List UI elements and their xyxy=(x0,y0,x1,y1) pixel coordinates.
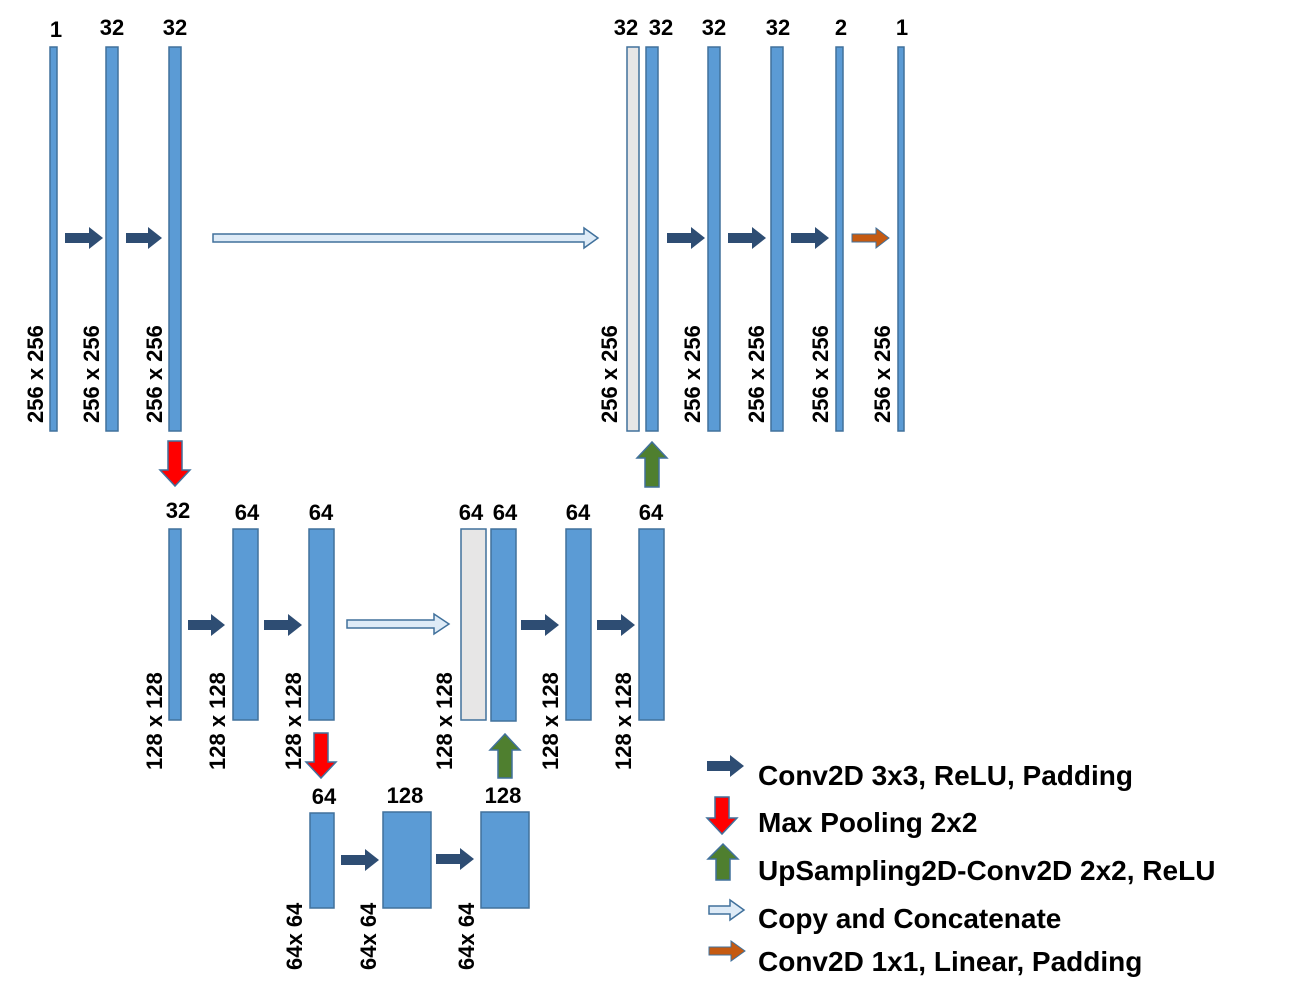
conv-arrow xyxy=(521,614,559,636)
legend-upsample-label: UpSampling2D-Conv2D 2x2, ReLU xyxy=(758,855,1215,886)
feature-map-bottleneck-a xyxy=(382,811,432,909)
feature-map-pool1 xyxy=(168,528,182,721)
feature-map-pool2 xyxy=(309,812,335,909)
feature-map-dec1c xyxy=(835,46,844,432)
upsample-arrow xyxy=(635,440,669,488)
feature-map-dec2b xyxy=(638,528,665,721)
size-label: 256 x 256 xyxy=(744,325,769,423)
legend-copy-arrow xyxy=(708,898,746,922)
conv-arrow xyxy=(667,227,705,249)
legend-linear-arrow xyxy=(708,940,746,962)
feature-map-input xyxy=(49,46,58,432)
channel-label: 32 xyxy=(702,15,726,40)
channel-label: 1 xyxy=(896,15,908,40)
linear-arrow xyxy=(851,226,890,250)
level1-encoder xyxy=(49,46,182,432)
conv-arrow xyxy=(264,614,302,636)
conv-arrow xyxy=(188,614,225,636)
channel-label: 2 xyxy=(835,15,847,40)
conv-arrow xyxy=(597,614,635,636)
level3-channel-labels: 64 128 128 xyxy=(312,783,522,809)
level3-arrows xyxy=(341,848,474,871)
channel-label: 64 xyxy=(312,784,337,809)
level1-channel-labels: 1 32 32 32 32 32 32 2 1 xyxy=(50,15,908,42)
upsample-arrow xyxy=(488,732,522,779)
level1-arrows xyxy=(65,226,890,250)
size-label: 64x 64 xyxy=(282,902,307,970)
level2-size-labels: 128 x 128 128 x 128 128 x 128 128 x 128 … xyxy=(142,672,636,770)
size-label: 64x 64 xyxy=(356,902,381,970)
channel-label: 128 xyxy=(485,783,522,808)
size-label: 128 x 128 xyxy=(205,672,230,770)
size-label: 128 x 128 xyxy=(611,672,636,770)
copied-map-level1 xyxy=(626,46,640,432)
feature-map-dec1a xyxy=(707,46,721,432)
size-label: 256 x 256 xyxy=(808,325,833,423)
feature-map-dec1b xyxy=(770,46,784,432)
conv-arrow xyxy=(728,227,766,249)
level1-decoder xyxy=(626,46,905,432)
channel-label: 1 xyxy=(50,17,62,42)
channel-label: 64 xyxy=(235,500,260,525)
legend: Conv2D 3x3, ReLU, Padding Max Pooling 2x… xyxy=(705,755,1215,977)
size-label: 128 x 128 xyxy=(538,672,563,770)
size-label: 256 x 256 xyxy=(597,325,622,423)
size-label: 256 x 256 xyxy=(680,325,705,423)
legend-maxpool-label: Max Pooling 2x2 xyxy=(758,807,977,838)
copy-arrow xyxy=(212,226,600,250)
level3-maps xyxy=(309,811,530,909)
size-label: 256 x 256 xyxy=(870,325,895,423)
level2-maps xyxy=(168,528,665,722)
channel-label: 32 xyxy=(163,15,187,40)
conv-arrow xyxy=(436,848,474,870)
size-label: 128 x 128 xyxy=(281,672,306,770)
legend-maxpool-arrow xyxy=(705,796,739,836)
channel-label: 128 xyxy=(387,783,424,808)
channel-label: 64 xyxy=(459,500,484,525)
level1-size-labels: 256 x 256 256 x 256 256 x 256 256 x 256 … xyxy=(23,325,895,423)
size-label: 128 x 128 xyxy=(432,672,457,770)
conv-arrow xyxy=(791,227,829,249)
conv-arrow xyxy=(126,227,162,249)
level3-size-labels: 64x 64 64x 64 64x 64 xyxy=(282,902,479,970)
feature-map-output xyxy=(897,46,905,432)
feature-map-bottleneck-b xyxy=(480,811,530,909)
copied-map-level2 xyxy=(460,528,487,721)
feature-map-enc1a xyxy=(105,46,119,432)
legend-conv-arrow xyxy=(707,755,744,777)
size-label: 64x 64 xyxy=(454,902,479,970)
feature-map-dec2a xyxy=(565,528,592,721)
channel-label: 64 xyxy=(639,500,664,525)
channel-label: 32 xyxy=(166,498,190,523)
channel-label: 32 xyxy=(649,15,673,40)
conv-arrow xyxy=(65,227,103,249)
feature-map-up2 xyxy=(490,528,517,722)
channel-label: 64 xyxy=(309,500,334,525)
legend-copy-label: Copy and Concatenate xyxy=(758,903,1061,934)
maxpool-arrow xyxy=(304,732,338,780)
conv-arrow xyxy=(341,849,379,871)
legend-conv3x3-label: Conv2D 3x3, ReLU, Padding xyxy=(758,760,1133,791)
feature-map-enc2a xyxy=(232,528,259,721)
level2-arrows xyxy=(188,612,635,636)
channel-label: 32 xyxy=(100,15,124,40)
channel-label: 32 xyxy=(614,15,638,40)
feature-map-enc1b xyxy=(168,46,182,432)
level2-channel-labels: 32 64 64 64 64 64 64 xyxy=(166,498,664,525)
channel-label: 64 xyxy=(493,500,518,525)
maxpool-arrow xyxy=(158,440,192,488)
feature-map-enc2b xyxy=(308,528,335,721)
size-label: 256 x 256 xyxy=(142,325,167,423)
size-label: 256 x 256 xyxy=(23,325,48,423)
copy-arrow xyxy=(346,612,451,636)
feature-map-up1 xyxy=(645,46,659,432)
size-label: 128 x 128 xyxy=(142,672,167,770)
legend-upsample-arrow xyxy=(706,842,740,881)
legend-conv1x1-label: Conv2D 1x1, Linear, Padding xyxy=(758,946,1142,977)
size-label: 256 x 256 xyxy=(79,325,104,423)
channel-label: 32 xyxy=(766,15,790,40)
channel-label: 64 xyxy=(566,500,591,525)
